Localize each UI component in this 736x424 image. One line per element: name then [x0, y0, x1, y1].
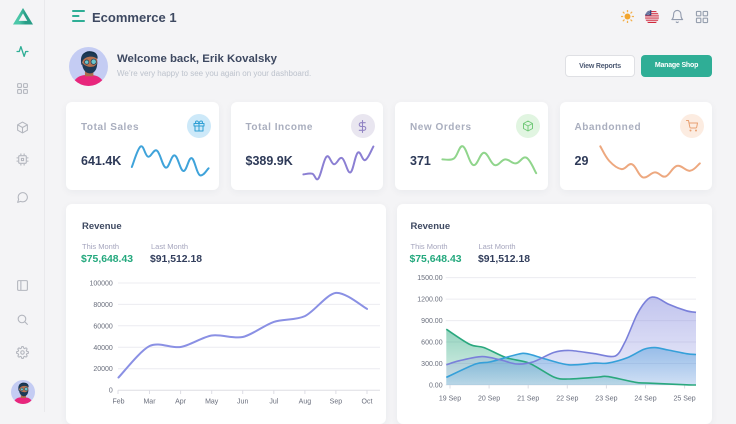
svg-text:20 Sep: 20 Sep [478, 396, 500, 403]
svg-text:24 Sep: 24 Sep [634, 396, 656, 403]
svg-text:600.00: 600.00 [421, 340, 443, 347]
svg-text:900.00: 900.00 [421, 318, 443, 325]
svg-text:20000: 20000 [93, 366, 113, 373]
svg-text:19 Sep: 19 Sep [439, 396, 461, 403]
svg-text:Apr: Apr [175, 399, 187, 406]
svg-text:40000: 40000 [93, 345, 113, 352]
svg-text:Mar: Mar [143, 399, 156, 406]
svg-text:Sep: Sep [330, 399, 343, 406]
svg-text:60000: 60000 [93, 323, 113, 330]
svg-text:0: 0 [109, 388, 113, 395]
svg-text:100000: 100000 [89, 281, 112, 288]
svg-text:1200.00: 1200.00 [417, 297, 442, 304]
svg-text:Aug: Aug [299, 399, 312, 406]
svg-text:22 Sep: 22 Sep [556, 396, 578, 403]
svg-text:May: May [205, 399, 219, 406]
svg-text:300.00: 300.00 [421, 361, 443, 368]
svg-text:Jul: Jul [269, 399, 278, 406]
svg-text:80000: 80000 [93, 302, 113, 309]
svg-text:23 Sep: 23 Sep [595, 396, 617, 403]
svg-text:1500.00: 1500.00 [417, 275, 442, 282]
svg-text:Feb: Feb [112, 399, 124, 406]
svg-text:25 Sep: 25 Sep [674, 396, 696, 403]
svg-text:0.00: 0.00 [429, 383, 443, 390]
svg-text:21 Sep: 21 Sep [517, 396, 539, 403]
svg-text:Oct: Oct [362, 399, 373, 406]
svg-text:Jun: Jun [237, 399, 248, 406]
